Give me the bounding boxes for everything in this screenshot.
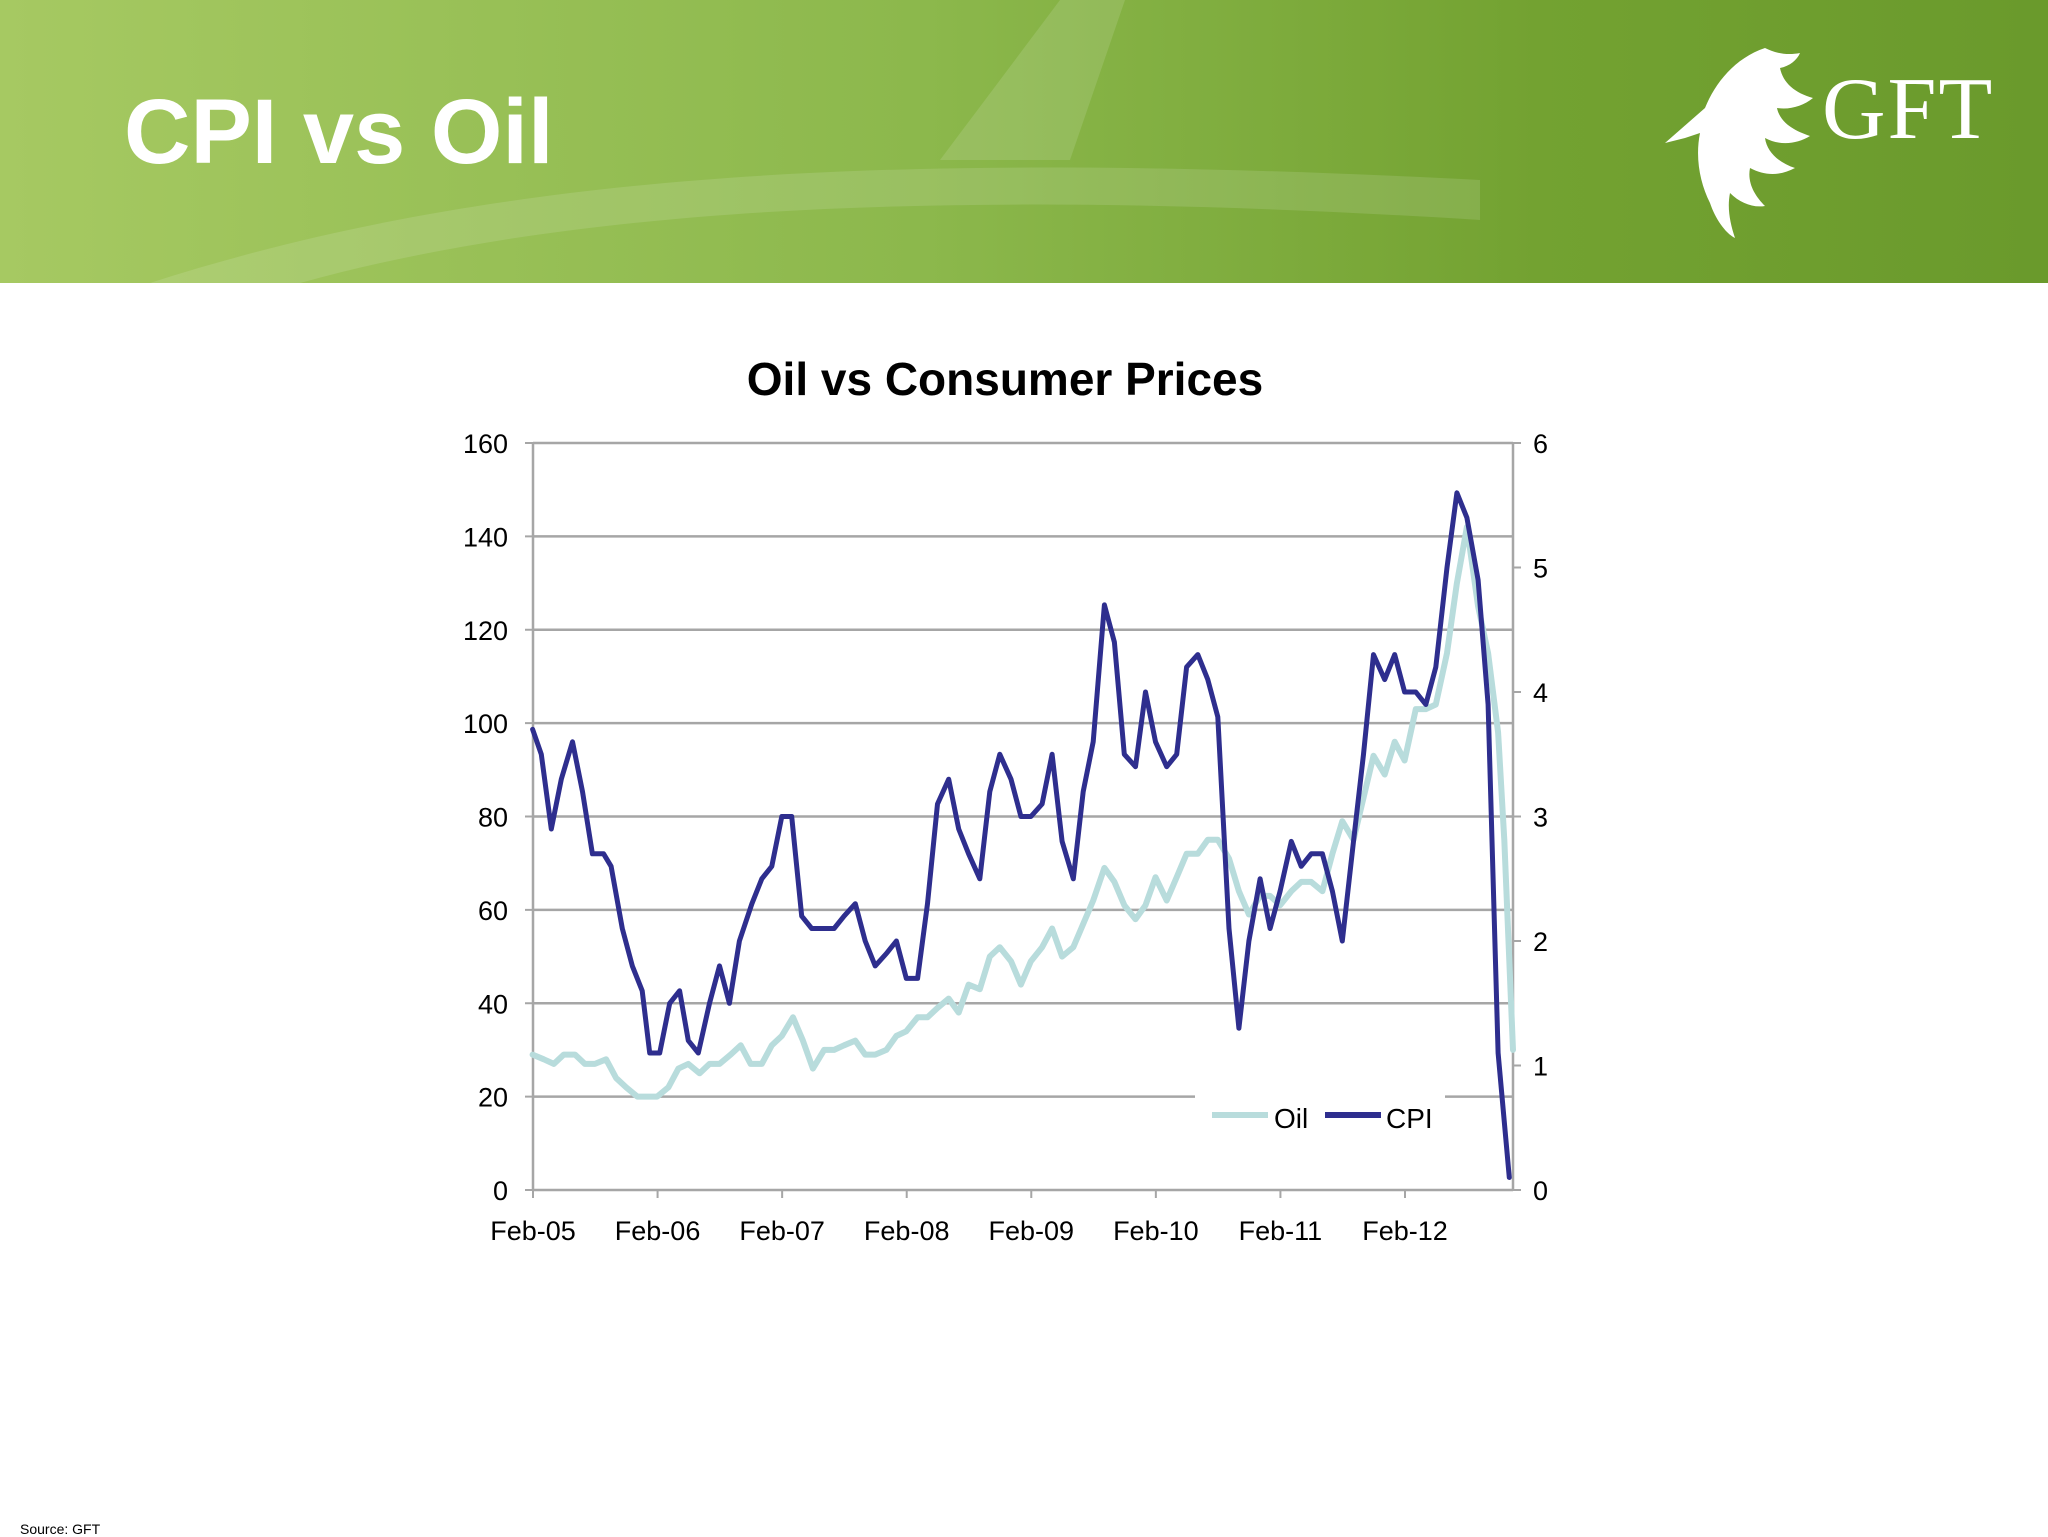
oil-vs-cpi-chart: Oil vs Consumer Prices 02040608010012014… [463,353,1548,1246]
x-axis-tick-label: Feb-07 [739,1216,825,1246]
right-axis-tick-label: 0 [1533,1176,1548,1206]
axes: 0 20 40 60 80 100 120 140 160 0 1 2 3 4 5 6 Feb-05 Feb-06… [463,429,1548,1246]
slide-header: CPI vs Oil GFT [0,0,2048,283]
x-axis-tick-label: Feb-06 [615,1216,701,1246]
source-note: Source: GFT [20,1521,101,1537]
slide-title: CPI vs Oil [124,81,554,183]
header-swoosh-decoration [150,0,1480,283]
right-axis-tick-label: 3 [1533,803,1548,833]
chart-title: Oil vs Consumer Prices [747,353,1263,405]
x-axis-tick-label: Feb-10 [1113,1216,1199,1246]
gft-logo-text: GFT [1822,61,1995,158]
series-line-cpi [530,490,1512,1180]
gft-lion-logo-icon [1665,48,1813,238]
chart-legend: Oil CPI [1195,1090,1445,1140]
x-axis-tick-label: Feb-05 [490,1216,576,1246]
left-axis-tick-label: 60 [478,896,508,926]
series-line-oil [529,524,1516,1100]
x-axis-tick-label: Feb-09 [989,1216,1075,1246]
x-axis-tick-label: Feb-12 [1362,1216,1448,1246]
left-axis-tick-label: 100 [463,709,508,739]
right-axis-tick-label: 1 [1533,1052,1548,1082]
left-axis-tick-label: 0 [493,1176,508,1206]
legend-cpi-label: CPI [1386,1103,1433,1134]
right-axis-tick-label: 2 [1533,927,1548,957]
left-axis-tick-label: 80 [478,803,508,833]
series-lines [529,490,1516,1180]
legend-oil-label: Oil [1274,1103,1308,1134]
left-axis-tick-label: 120 [463,616,508,646]
x-axis-tick-label: Feb-11 [1239,1216,1323,1246]
x-axis-tick-label: Feb-08 [864,1216,950,1246]
left-axis-tick-label: 20 [478,1083,508,1113]
right-axis-tick-label: 5 [1533,554,1548,584]
right-axis-tick-label: 4 [1533,678,1548,708]
left-axis-tick-label: 40 [478,989,508,1019]
left-axis-tick-label: 140 [463,522,508,552]
right-axis-tick-label: 6 [1533,429,1548,459]
left-axis-tick-label: 160 [463,429,508,459]
